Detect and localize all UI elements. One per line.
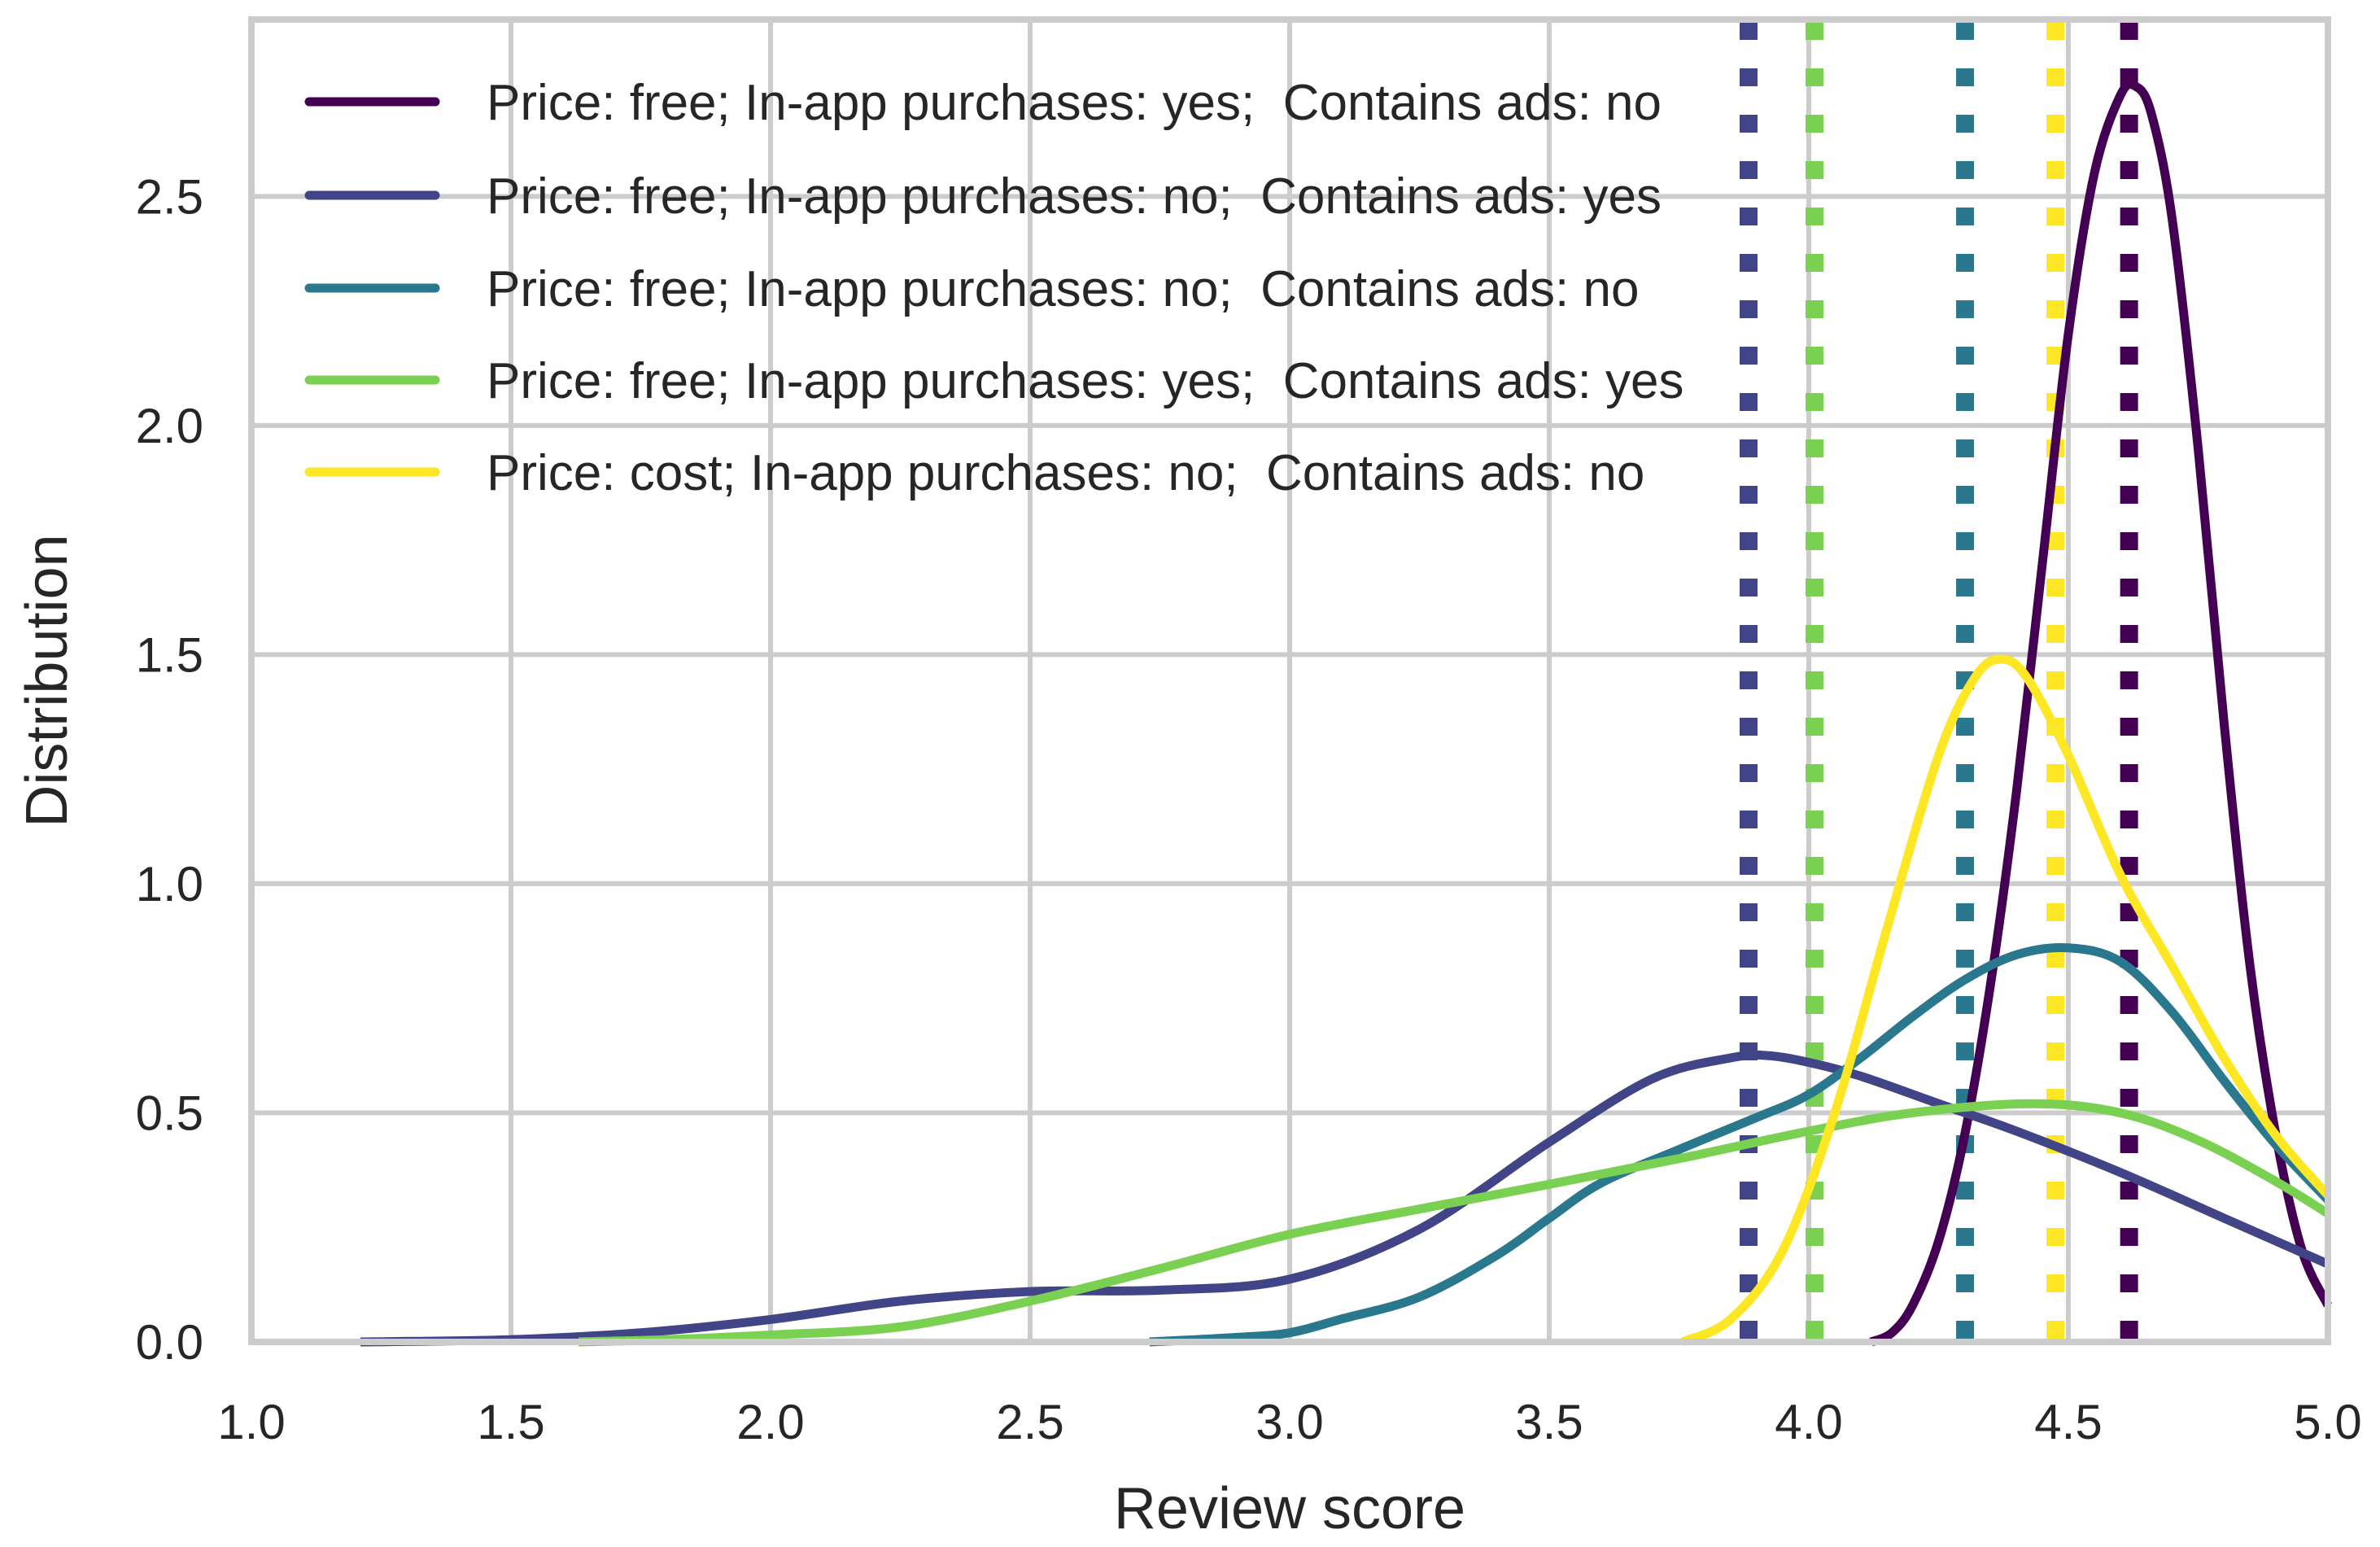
legend: Price: free; In-app purchases: yes; Cont… bbox=[304, 75, 1684, 501]
tick-labels: 1.0 1.5 2.0 2.5 3.0 3.5 4.0 4.5 5.0 0.0 0.5 1.0 1.5 2… bbox=[136, 169, 2362, 1449]
legend-label: Price: free; In-app purchases: yes; Cont… bbox=[487, 75, 1662, 131]
kde-curve bbox=[1680, 654, 2332, 1347]
y-tick-label: 1.0 bbox=[136, 857, 203, 911]
mean-lines bbox=[1739, 20, 2138, 1339]
x-tick-label: 3.0 bbox=[1256, 1395, 1323, 1449]
legend-entry: Price: free; In-app purchases: yes; Cont… bbox=[304, 353, 1684, 409]
x-tick-label: 2.0 bbox=[736, 1395, 804, 1449]
kde-curve bbox=[360, 1050, 2330, 1347]
y-tick-label: 2.5 bbox=[136, 169, 203, 224]
y-tick-label: 0.0 bbox=[136, 1315, 203, 1370]
kde-curve bbox=[1149, 942, 2331, 1347]
legend-label: Price: free; In-app purchases: yes; Cont… bbox=[487, 353, 1684, 409]
plot-frame bbox=[248, 16, 2331, 1345]
x-tick-label: 1.0 bbox=[217, 1395, 285, 1449]
x-tick-label: 4.0 bbox=[1775, 1395, 1842, 1449]
kde-curve bbox=[1869, 79, 2332, 1347]
x-tick-label: 3.5 bbox=[1515, 1395, 1583, 1449]
x-axis-label: Review score bbox=[1114, 1476, 1465, 1541]
legend-label: Price: free; In-app purchases: no; Conta… bbox=[487, 261, 1639, 317]
kde-curves bbox=[360, 79, 2332, 1347]
kde-curve bbox=[578, 1099, 2330, 1347]
legend-entry: Price: free; In-app purchases: yes; Cont… bbox=[304, 75, 1662, 131]
legend-label: Price: free; In-app purchases: no; Conta… bbox=[487, 168, 1662, 225]
legend-entry: Price: free; In-app purchases: no; Conta… bbox=[304, 168, 1662, 225]
x-tick-label: 4.5 bbox=[2034, 1395, 2102, 1449]
y-tick-label: 0.5 bbox=[136, 1086, 203, 1140]
grid-lines bbox=[249, 20, 2330, 1344]
x-tick-label: 1.5 bbox=[477, 1395, 544, 1449]
x-tick-label: 5.0 bbox=[2294, 1395, 2361, 1449]
y-tick-label: 2.0 bbox=[136, 399, 203, 453]
legend-entry: Price: cost; In-app purchases: no; Conta… bbox=[304, 445, 1644, 501]
y-tick-label: 1.5 bbox=[136, 627, 203, 682]
y-axis-label: Distribution bbox=[15, 534, 80, 827]
x-tick-label: 2.5 bbox=[996, 1395, 1063, 1449]
legend-entry: Price: free; In-app purchases: no; Conta… bbox=[304, 261, 1639, 317]
legend-label: Price: cost; In-app purchases: no; Conta… bbox=[487, 445, 1644, 501]
